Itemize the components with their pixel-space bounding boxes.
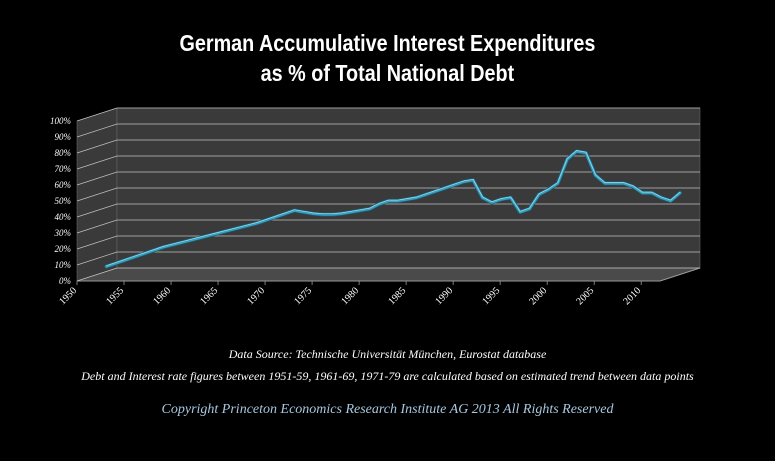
footnote-note: Debt and Interest rate figures between 1… xyxy=(81,369,694,383)
x-tick-label: 1950 xyxy=(57,285,79,307)
gridline xyxy=(76,155,700,170)
x-tick-label: 1955 xyxy=(104,285,126,307)
x-tick-label: 1970 xyxy=(245,285,267,307)
series-line xyxy=(105,150,682,268)
y-tick-label: 20% xyxy=(55,244,72,254)
y-tick-label: 60% xyxy=(55,180,72,190)
chart-walls xyxy=(76,107,701,282)
x-axis-ticks: 1950 1955 1960 1965 1970 1975 1980 1985 1990 1995… xyxy=(57,281,643,307)
x-tick-label: 1960 xyxy=(151,285,173,307)
x-tick-label: 1995 xyxy=(480,285,502,307)
gridline xyxy=(76,171,700,186)
gridline xyxy=(76,203,700,218)
x-tick-label: 2010 xyxy=(621,285,643,307)
x-tick-label: 2000 xyxy=(527,285,549,307)
gridline xyxy=(76,251,700,266)
y-tick-label: 0% xyxy=(59,276,71,286)
chart-title-line1: German Accumulative Interest Expenditure… xyxy=(179,30,596,56)
y-tick-label: 100% xyxy=(50,116,71,126)
gridline xyxy=(76,187,700,202)
y-tick-label: 40% xyxy=(55,212,72,222)
gridline xyxy=(76,235,700,250)
chart-title-line2: as % of Total National Debt xyxy=(260,60,515,86)
x-tick-label: 1975 xyxy=(292,285,314,307)
y-tick-label: 80% xyxy=(55,148,72,158)
x-tick-label: 1965 xyxy=(198,285,220,307)
x-tick-label: 2005 xyxy=(574,285,596,307)
series-group xyxy=(104,149,682,269)
y-tick-label: 50% xyxy=(55,196,72,206)
chart-title: German Accumulative Interest Expenditure… xyxy=(54,28,721,88)
x-tick-label: 1980 xyxy=(339,285,361,307)
data-source-note: Data Source: Technische Universität Münc… xyxy=(228,347,547,361)
gridline xyxy=(76,123,700,138)
y-tick-label: 70% xyxy=(55,164,72,174)
copyright-note: Copyright Princeton Economics Research I… xyxy=(161,402,614,417)
x-tick-label: 1985 xyxy=(386,285,408,307)
y-axis-ticks: 0% 10% 20% 30% 40% 50% 60% 70% 80% 90% 100% xyxy=(50,116,71,286)
x-tick-label: 1990 xyxy=(433,285,455,307)
floor xyxy=(76,267,701,282)
gridline xyxy=(76,219,700,234)
gridline xyxy=(76,267,700,282)
gridline xyxy=(76,107,700,122)
chart-gridlines xyxy=(76,107,700,282)
gridline xyxy=(76,139,700,154)
series-line-highlight xyxy=(106,150,681,267)
floor-edge xyxy=(659,267,701,282)
y-tick-label: 90% xyxy=(55,132,72,142)
y-tick-label: 10% xyxy=(55,260,72,270)
y-tick-label: 30% xyxy=(54,228,72,238)
